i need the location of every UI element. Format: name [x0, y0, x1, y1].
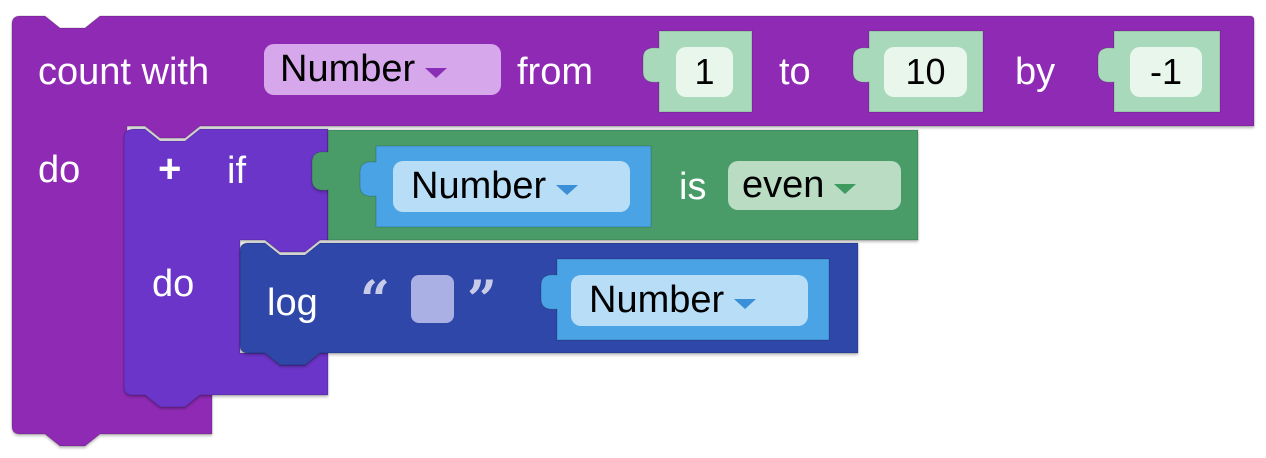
- from-label: from: [517, 51, 593, 93]
- log-label: log: [267, 282, 318, 324]
- text-input-field[interactable]: [411, 275, 454, 323]
- property-dropdown[interactable]: even: [728, 161, 901, 210]
- by-value-field[interactable]: -1: [1130, 47, 1202, 97]
- log-variable-name: Number: [589, 279, 725, 321]
- chevron-down-icon: [425, 67, 448, 78]
- plus-icon[interactable]: +: [158, 147, 182, 191]
- chevron-down-icon: [834, 183, 857, 194]
- to-label: to: [779, 51, 811, 93]
- do-label: do: [38, 149, 81, 191]
- log-variable-dropdown[interactable]: Number: [571, 275, 808, 326]
- if-block[interactable]: [123, 128, 329, 408]
- chevron-down-icon: [556, 184, 579, 195]
- chevron-down-icon: [734, 298, 757, 309]
- condition-variable-name: Number: [411, 165, 547, 207]
- close-quote-icon: ”: [467, 270, 497, 331]
- is-label: is: [679, 166, 707, 208]
- condition-variable-dropdown[interactable]: Number: [393, 161, 630, 212]
- if-label: if: [227, 150, 246, 192]
- count-with-label: count with: [38, 51, 210, 93]
- variable-name: Number: [280, 48, 416, 90]
- by-label: by: [1015, 51, 1056, 93]
- from-value-field[interactable]: 1: [676, 47, 733, 97]
- variable-dropdown[interactable]: Number: [264, 44, 501, 95]
- open-quote-icon: “: [360, 270, 390, 331]
- to-value-field[interactable]: 10: [884, 47, 967, 97]
- property-name: even: [742, 164, 825, 206]
- if-do-label: do: [152, 263, 195, 305]
